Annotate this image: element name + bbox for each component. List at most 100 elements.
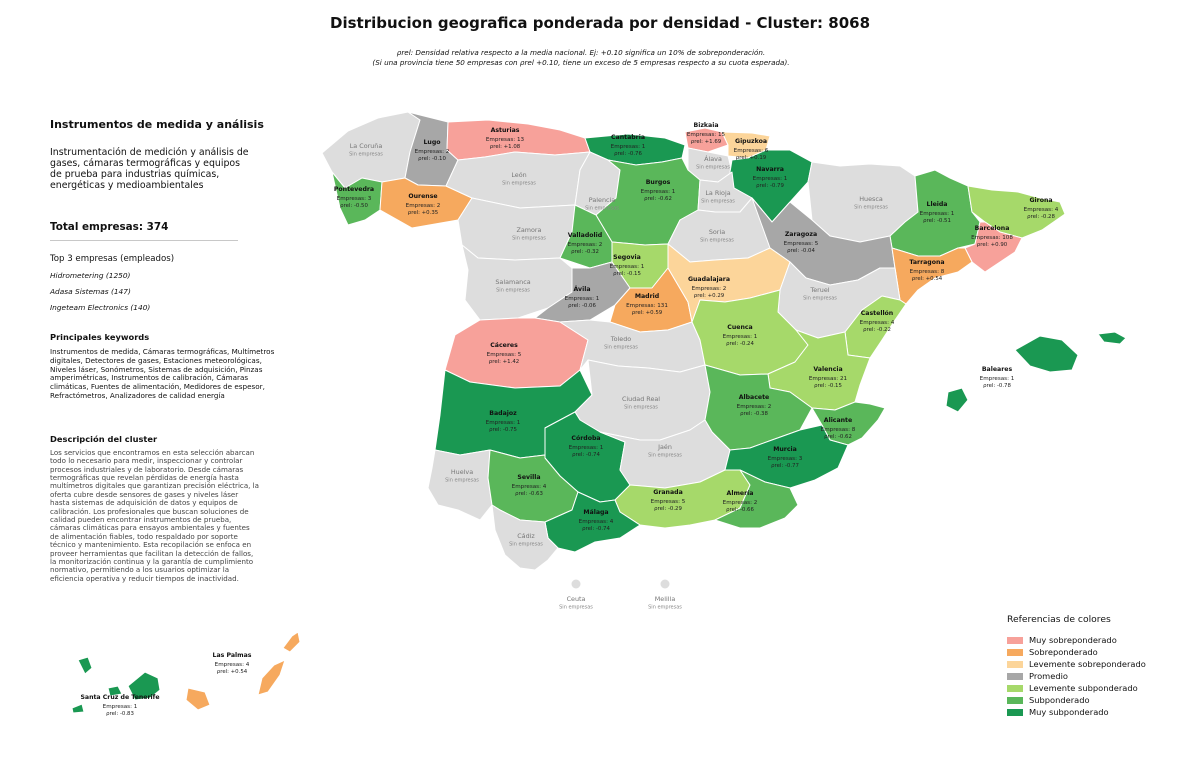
top3-company: Hidrometering (1250)	[50, 271, 131, 280]
province-name-alicante: Alicante	[824, 417, 852, 424]
province-count-jaen: Sin empresas	[648, 453, 682, 459]
divider	[50, 240, 238, 241]
province-density-valencia: ρrel: -0.15	[814, 383, 842, 389]
province-density-zaragoza: ρrel: -0.04	[787, 248, 815, 254]
province-name-soria: Soria	[709, 228, 725, 236]
province-count-salamanca: Sin empresas	[496, 288, 530, 294]
legend-item: Subponderado	[1007, 694, 1146, 706]
legend-label: Muy subponderado	[1029, 707, 1109, 717]
province-density-cantabria: ρrel: -0.76	[614, 151, 642, 157]
province-name-huelva: Huelva	[451, 468, 473, 476]
province-huelva	[427, 449, 493, 521]
province-count-bizkaia: Empresas: 15	[687, 132, 726, 138]
province-density-castellon: ρrel: -0.22	[863, 327, 891, 333]
province-name-santa-cruz-de-tenerife: Santa Cruz de Tenerife	[80, 694, 159, 701]
province-name-caceres: Cáceres	[490, 341, 518, 349]
legend-swatch	[1007, 648, 1023, 656]
province-count-alava: Sin empresas	[696, 165, 730, 171]
total-companies: Total empresas: 374	[50, 221, 169, 233]
province-density-granada: ρrel: -0.29	[654, 506, 682, 512]
province-name-ciudad-real: Ciudad Real	[622, 395, 660, 403]
province-density-almeria: ρrel: -0.66	[726, 507, 754, 513]
province-name-lleida: Lleida	[927, 201, 948, 208]
province-density-girona: ρrel: -0.28	[1027, 214, 1055, 220]
province-name-lugo: Lugo	[423, 139, 440, 146]
province-count-teruel: Sin empresas	[803, 296, 837, 302]
province-count-castellon: Empresas: 4	[860, 320, 895, 326]
map-subtitle-line-1: ρrel: Densidad relativa respecto a la me…	[396, 48, 766, 57]
legend-label: Levemente subponderado	[1029, 683, 1138, 693]
province-name-ourense: Ourense	[408, 193, 437, 200]
province-barcelona	[964, 221, 1023, 273]
legend-item: Levemente sobreponderado	[1007, 658, 1146, 670]
province-count-murcia: Empresas: 3	[768, 456, 803, 462]
province-name-almeria: Almería	[727, 489, 754, 497]
province-density-alicante: ρrel: -0.62	[824, 434, 852, 440]
province-name-baleares: Baleares	[982, 366, 1013, 373]
province-name-tarragona: Tarragona	[909, 259, 944, 266]
province-name-sevilla: Sevilla	[517, 474, 540, 481]
legend-label: Sobreponderado	[1029, 647, 1098, 657]
province-girona	[967, 185, 1066, 239]
province-name-la-rioja: La Rioja	[705, 189, 730, 197]
province-count-cantabria: Empresas: 1	[611, 144, 646, 150]
province-name-huesca: Huesca	[859, 195, 883, 203]
legend-swatch	[1007, 636, 1023, 644]
province-name-avila: Ávila	[573, 284, 590, 293]
province-count-palencia: Sin empresas	[585, 206, 619, 212]
province-santa-cruz-de-tenerife-part-3	[71, 703, 85, 714]
province-name-zamora: Zamora	[517, 226, 542, 234]
province-name-cuenca: Cuenca	[727, 324, 752, 331]
province-count-la-coruna: Sin empresas	[349, 152, 383, 158]
province-density-cordoba: ρrel: -0.74	[572, 452, 600, 458]
map-title: Distribucion geografica ponderada por de…	[330, 14, 870, 32]
province-count-segovia: Empresas: 1	[610, 264, 645, 270]
province-name-bizkaia: Bizkaia	[693, 122, 718, 129]
province-count-almeria: Empresas: 2	[723, 500, 758, 506]
province-count-albacete: Empresas: 2	[737, 404, 772, 410]
province-name-navarra: Navarra	[756, 166, 784, 173]
legend-swatch	[1007, 684, 1023, 692]
keywords-title: Principales keywords	[50, 332, 150, 342]
province-baleares-part-1	[1097, 331, 1127, 345]
legend-swatch	[1007, 672, 1023, 680]
province-density-las-palmas: ρrel: +0.54	[217, 669, 248, 675]
province-las-palmas	[282, 631, 301, 653]
province-name-la-coruna: La Coruña	[350, 142, 383, 150]
province-name-badajoz: Badajoz	[489, 410, 517, 417]
legend-swatch	[1007, 696, 1023, 704]
province-name-las-palmas: Las Palmas	[213, 652, 252, 659]
province-density-caceres: ρrel: +1.42	[489, 359, 519, 365]
province-density-navarra: ρrel: -0.79	[756, 183, 784, 189]
legend-title: Referencias de colores	[1007, 614, 1111, 625]
province-count-malaga: Empresas: 4	[579, 519, 614, 525]
province-count-santa-cruz-de-tenerife: Empresas: 1	[103, 704, 138, 710]
legend-item: Promedio	[1007, 670, 1146, 682]
keywords-list: Instrumentos de medida, Cámaras termográ…	[50, 347, 275, 400]
province-density-barcelona: ρrel: +0.90	[977, 242, 1008, 248]
legend-item: Muy sobreponderado	[1007, 634, 1146, 646]
province-count-girona: Empresas: 4	[1024, 207, 1059, 213]
province-density-lugo: ρrel: -0.10	[418, 156, 446, 162]
province-density-cuenca: ρrel: -0.24	[726, 341, 754, 347]
province-count-caceres: Empresas: 5	[487, 352, 522, 358]
province-melilla	[660, 579, 670, 589]
province-count-soria: Sin empresas	[700, 238, 734, 244]
province-santa-cruz-de-tenerife	[77, 656, 93, 675]
legend-swatch	[1007, 660, 1023, 668]
legend-label: Subponderado	[1029, 695, 1090, 705]
province-density-lleida: ρrel: -0.51	[923, 218, 951, 224]
province-count-valladolid: Empresas: 2	[568, 242, 603, 248]
province-name-granada: Granada	[653, 489, 683, 496]
province-density-guadalajara: ρrel: +0.29	[694, 293, 725, 299]
province-density-sevilla: ρrel: -0.63	[515, 491, 543, 497]
top3-company: Adasa Sistemas (147)	[50, 287, 131, 296]
province-name-madrid: Madrid	[635, 293, 659, 300]
province-count-cordoba: Empresas: 1	[569, 445, 604, 451]
province-count-lugo: Empresas: 2	[415, 149, 450, 155]
province-name-cordoba: Córdoba	[571, 434, 600, 442]
top3-company: Ingeteam Electronics (140)	[50, 303, 151, 312]
province-name-segovia: Segovia	[613, 254, 641, 261]
province-count-valencia: Empresas: 21	[809, 376, 848, 382]
province-name-murcia: Murcia	[773, 446, 797, 453]
